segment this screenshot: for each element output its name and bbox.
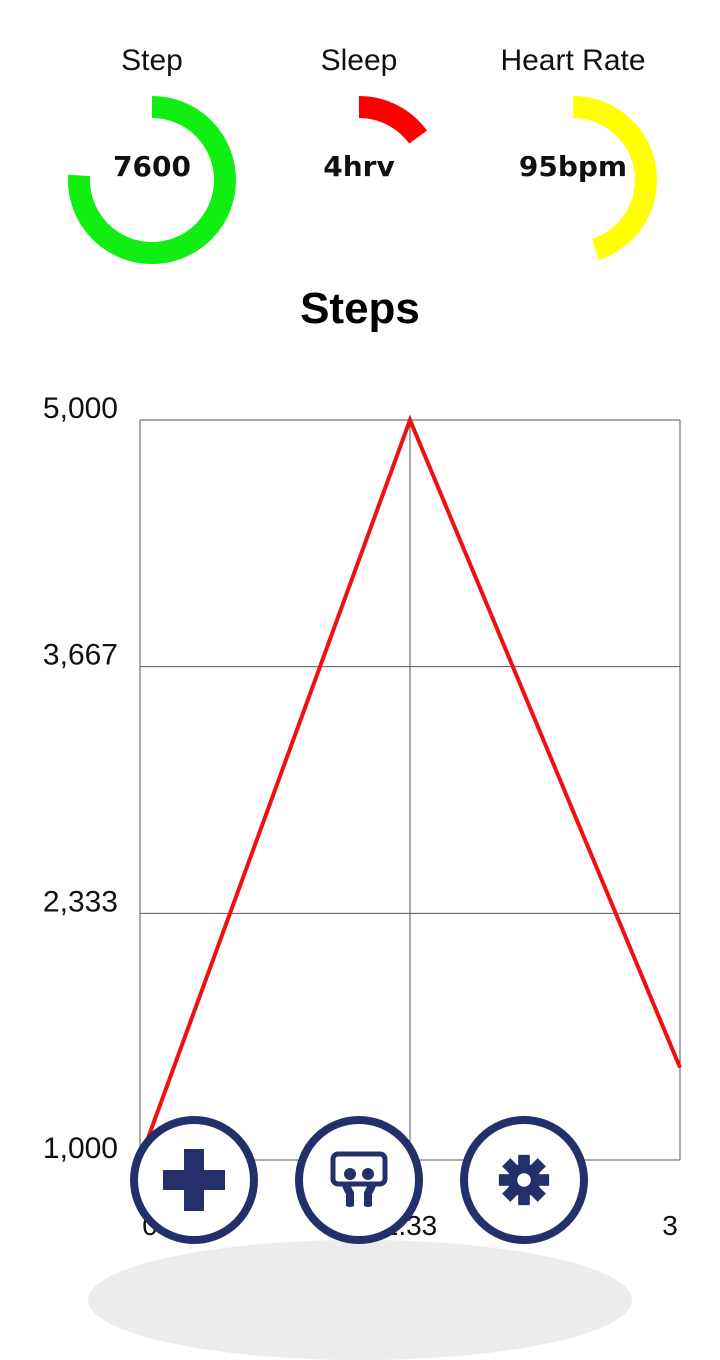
- sleep-label: Sleep: [320, 44, 398, 77]
- settings-button[interactable]: [460, 1116, 588, 1244]
- gear-icon: [498, 1154, 550, 1206]
- heart-rate-progress-ring: [572, 96, 657, 260]
- step-ring-arc: [68, 96, 236, 264]
- bottom-bar: [88, 1240, 632, 1360]
- slideshare-icon: [330, 1151, 388, 1207]
- sleep-ring-arc: [358, 96, 427, 144]
- chart-title: Steps: [300, 284, 420, 333]
- heart-rate-value: 95bpm: [518, 150, 628, 183]
- sleep-metric: Sleep 4hrv: [249, 0, 469, 280]
- plus-icon: [163, 1149, 225, 1211]
- step-label: Step: [121, 44, 183, 77]
- step-metric: Step 7600: [42, 0, 262, 280]
- heart-rate-label: Heart Rate: [500, 44, 646, 77]
- y-tick-label: 1,000: [43, 1132, 118, 1165]
- sleep-value: 4hrv: [323, 150, 395, 183]
- chart-grid: [139, 419, 681, 1161]
- y-tick-label: 3,667: [43, 639, 118, 672]
- step-progress-ring: [68, 96, 236, 264]
- steps-series-line: [138, 414, 682, 1161]
- x-tick-label: 3: [662, 1210, 678, 1241]
- heart-rate-ring-arc: [572, 96, 657, 260]
- sleep-progress-ring: [358, 96, 427, 144]
- add-button[interactable]: [130, 1116, 258, 1244]
- heart-rate-metric: Heart Rate 95bpm: [463, 0, 683, 280]
- step-value: 7600: [113, 150, 191, 183]
- y-tick-label: 5,000: [43, 392, 118, 425]
- share-button[interactable]: [295, 1116, 423, 1244]
- y-tick-label: 2,333: [43, 885, 118, 918]
